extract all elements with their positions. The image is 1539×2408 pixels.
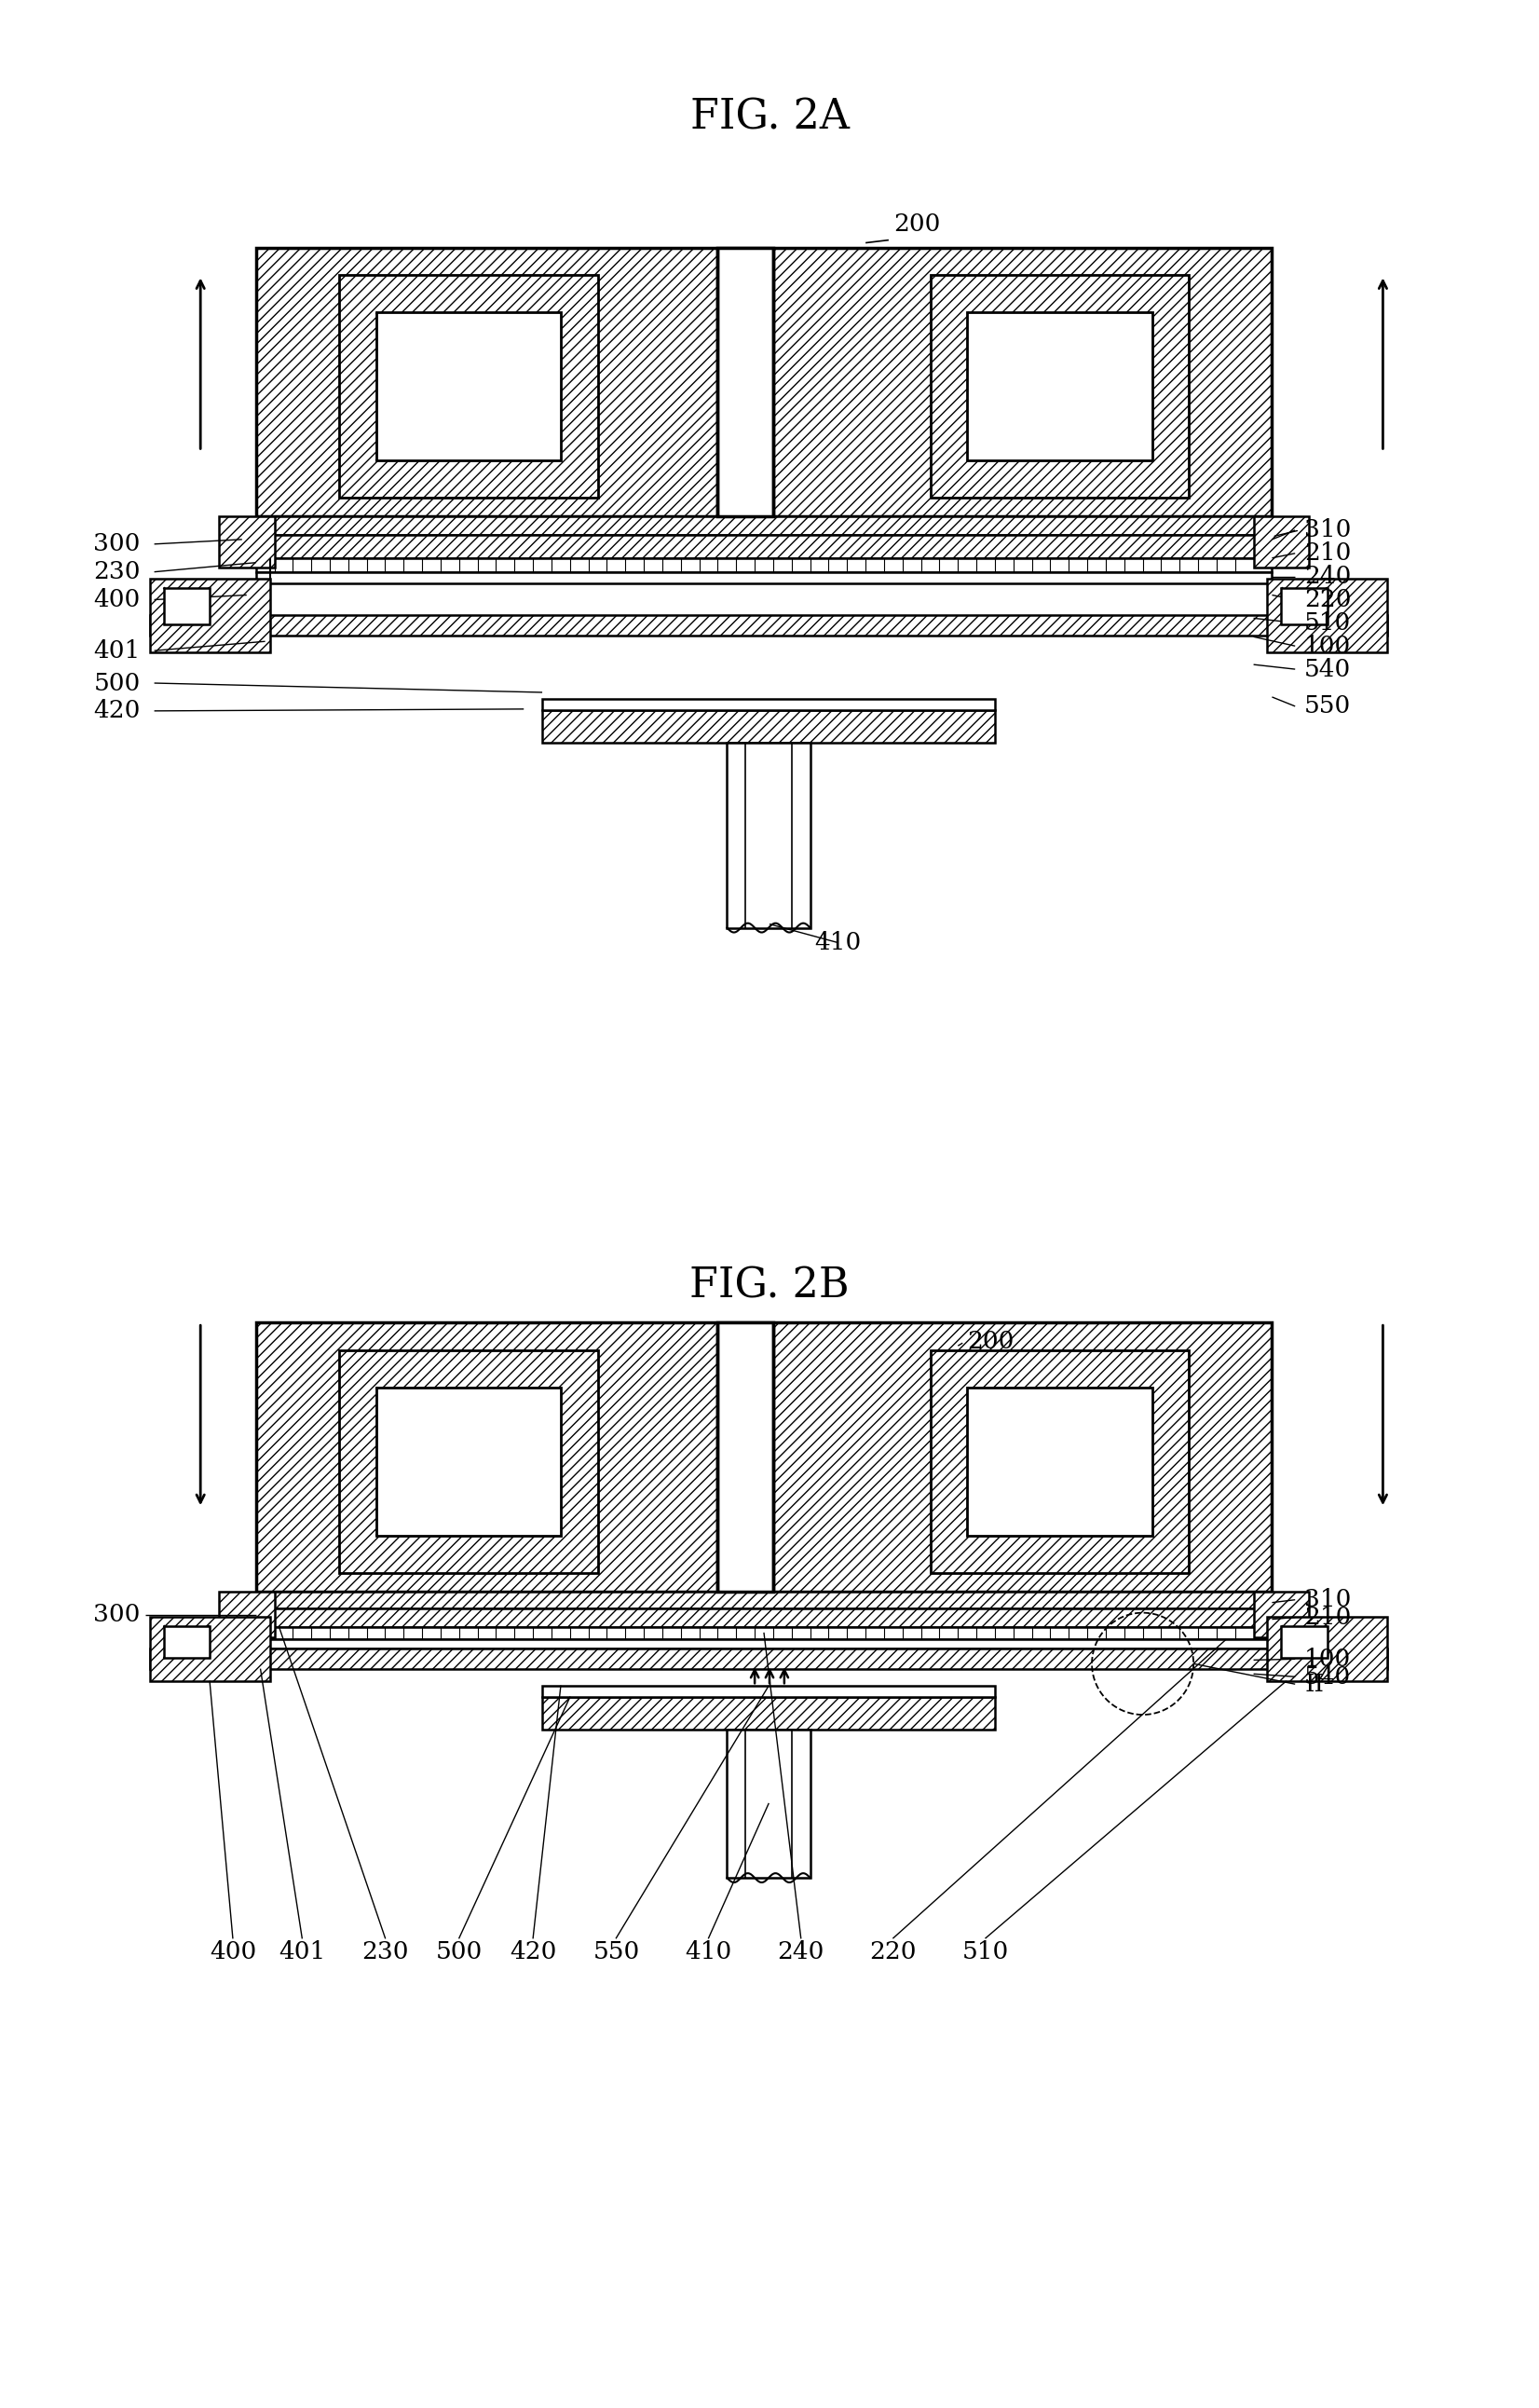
Bar bbox=[339, 1351, 597, 1572]
Bar bbox=[542, 710, 994, 742]
Bar bbox=[163, 588, 209, 624]
Text: 210: 210 bbox=[1305, 542, 1351, 566]
Text: 240: 240 bbox=[1305, 566, 1351, 588]
Bar bbox=[255, 559, 1273, 571]
Bar bbox=[1254, 1592, 1310, 1637]
Bar bbox=[966, 313, 1151, 460]
Bar bbox=[219, 1592, 274, 1637]
Bar bbox=[255, 535, 1273, 559]
Bar bbox=[255, 1640, 1273, 1649]
Bar bbox=[1282, 588, 1328, 624]
Text: 420: 420 bbox=[509, 1941, 557, 1963]
Bar bbox=[339, 275, 597, 498]
Bar bbox=[149, 578, 269, 653]
Text: 420: 420 bbox=[94, 698, 140, 722]
Text: 500: 500 bbox=[94, 672, 140, 696]
Bar bbox=[376, 1387, 560, 1536]
Bar bbox=[149, 616, 1388, 636]
Text: 550: 550 bbox=[1305, 694, 1351, 718]
Text: 230: 230 bbox=[94, 561, 140, 583]
Text: II: II bbox=[1305, 1674, 1324, 1695]
Bar bbox=[255, 1628, 1273, 1640]
Text: 510: 510 bbox=[1305, 612, 1351, 633]
Bar bbox=[966, 1387, 1151, 1536]
Text: 400: 400 bbox=[94, 588, 140, 612]
Bar bbox=[255, 515, 1273, 535]
Text: 550: 550 bbox=[593, 1941, 640, 1963]
Text: 210: 210 bbox=[1305, 1606, 1351, 1630]
Bar bbox=[717, 248, 773, 515]
Text: 240: 240 bbox=[777, 1941, 825, 1963]
Text: 401: 401 bbox=[94, 638, 140, 662]
Bar bbox=[149, 1649, 1388, 1669]
Bar bbox=[542, 1698, 994, 1729]
Text: 310: 310 bbox=[1305, 518, 1351, 542]
Text: FIG. 2B: FIG. 2B bbox=[689, 1267, 850, 1305]
Bar bbox=[255, 1609, 1273, 1628]
Text: 410: 410 bbox=[814, 932, 862, 954]
Text: 400: 400 bbox=[209, 1941, 255, 1963]
Text: FIG. 2A: FIG. 2A bbox=[689, 99, 850, 137]
Bar bbox=[255, 248, 1273, 515]
Bar bbox=[930, 1351, 1190, 1572]
Text: 410: 410 bbox=[685, 1941, 733, 1963]
Text: 200: 200 bbox=[893, 212, 940, 236]
Text: 540: 540 bbox=[1305, 657, 1351, 681]
Bar bbox=[255, 1322, 1273, 1592]
Text: 300: 300 bbox=[94, 1604, 140, 1625]
Bar bbox=[1282, 1625, 1328, 1659]
Text: 100: 100 bbox=[1305, 1647, 1351, 1671]
Bar bbox=[255, 1592, 1273, 1609]
Bar bbox=[255, 571, 1273, 583]
Text: 220: 220 bbox=[1305, 588, 1351, 612]
Text: 510: 510 bbox=[962, 1941, 1010, 1963]
Bar bbox=[1268, 1616, 1388, 1681]
Text: 401: 401 bbox=[279, 1941, 325, 1963]
Text: 300: 300 bbox=[94, 532, 140, 556]
Bar bbox=[726, 1729, 810, 1878]
Bar bbox=[219, 515, 274, 568]
Bar bbox=[1268, 578, 1388, 653]
Text: 540: 540 bbox=[1305, 1664, 1351, 1688]
Text: 500: 500 bbox=[436, 1941, 483, 1963]
Text: 310: 310 bbox=[1305, 1589, 1351, 1611]
Bar bbox=[1254, 515, 1310, 568]
Text: 200: 200 bbox=[966, 1329, 1014, 1353]
Bar bbox=[542, 1686, 994, 1698]
Bar bbox=[717, 1322, 773, 1592]
Bar bbox=[930, 275, 1190, 498]
Bar bbox=[149, 1616, 269, 1681]
Bar bbox=[726, 742, 810, 927]
Text: 100: 100 bbox=[1305, 633, 1351, 657]
Bar bbox=[376, 313, 560, 460]
Bar bbox=[163, 1625, 209, 1659]
Bar bbox=[542, 698, 994, 710]
Text: 230: 230 bbox=[362, 1941, 409, 1963]
Text: 220: 220 bbox=[870, 1941, 917, 1963]
